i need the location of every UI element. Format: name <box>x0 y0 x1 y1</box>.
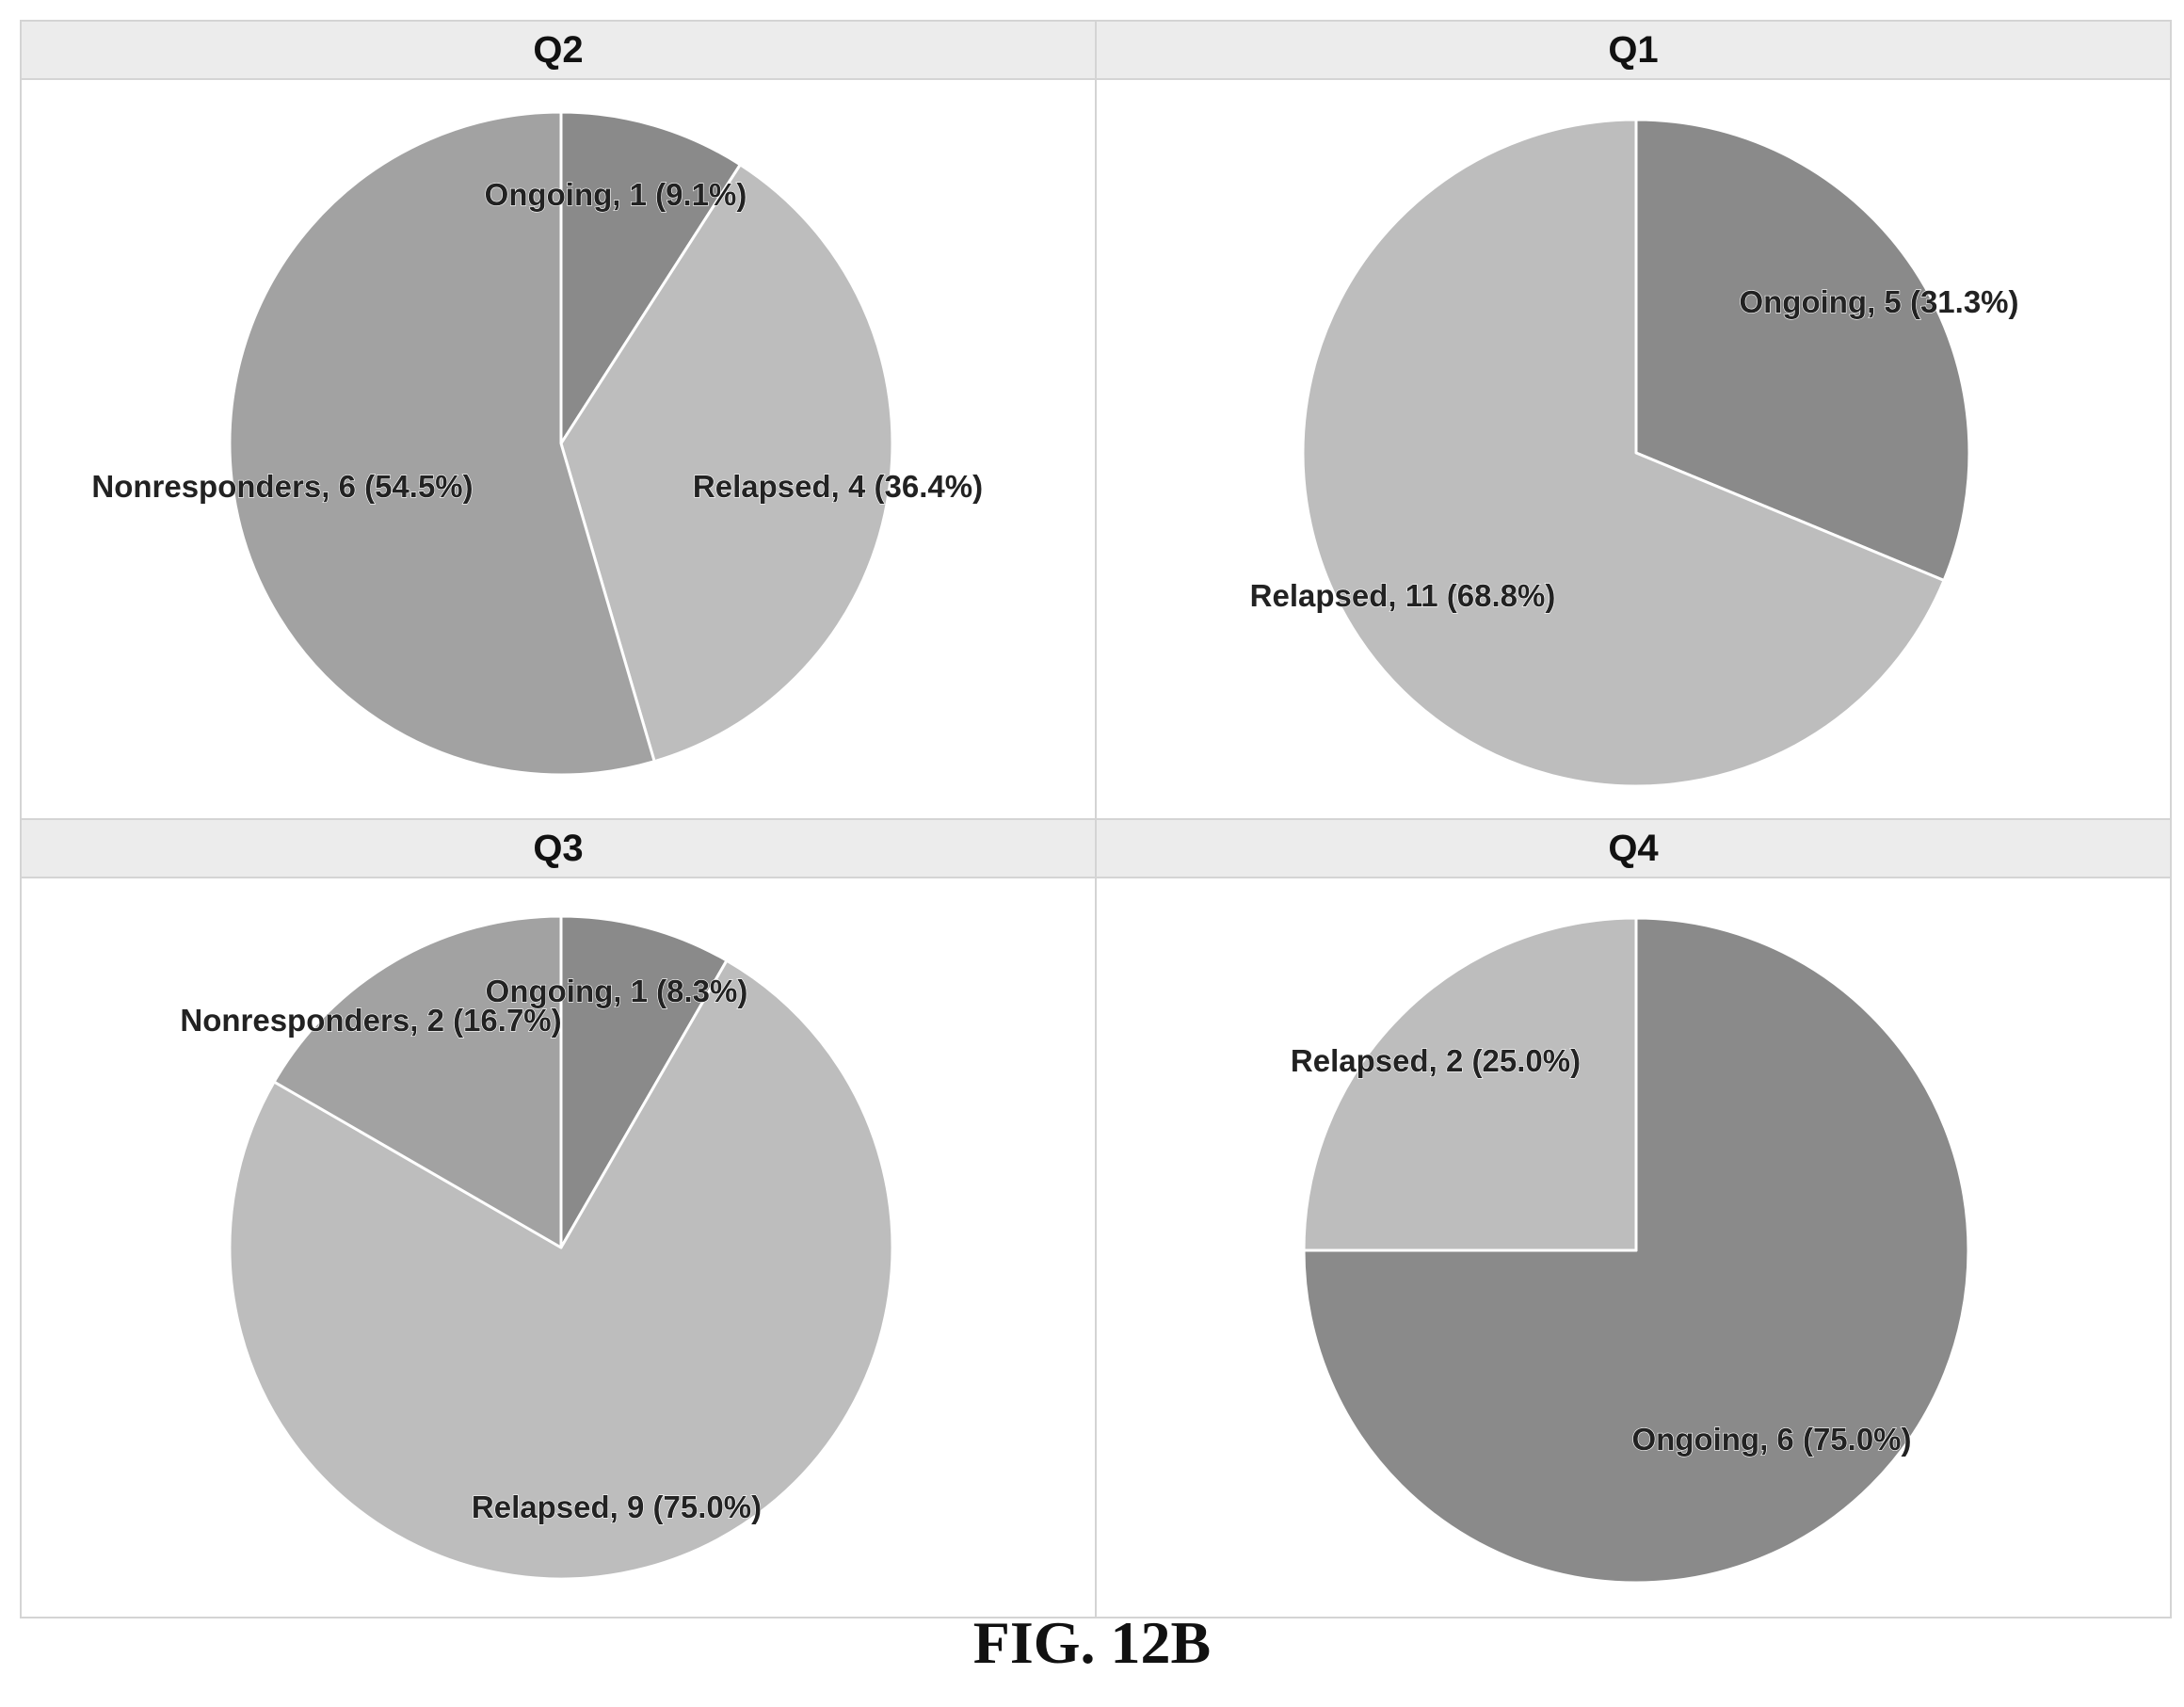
pie-slice-ongoing <box>1634 118 1971 582</box>
pie-chart-q4: Q4 Ongoing, 6 (75.0%) Relapsed, 2 (25.0%) <box>1095 818 2172 1618</box>
pie-slice-relapsed <box>1302 916 1638 1252</box>
chart-title: Q1 <box>1608 29 1658 71</box>
pie-data-label: Ongoing, 1 (9.1%) <box>485 177 747 212</box>
chart-panel-border <box>1095 818 2172 1618</box>
figure-caption: FIG. 12B <box>972 1609 1212 1676</box>
pie-chart-q1: Q1 Ongoing, 5 (31.3%) Relapsed, 11 (68.8%) <box>1095 20 2172 820</box>
pie-data-label: Nonresponders, 6 (54.5%) <box>91 469 473 504</box>
pie-data-label: Relapsed, 11 (68.8%) <box>1250 578 1556 613</box>
pie-data-label: Relapsed, 4 (36.4%) <box>693 469 983 504</box>
pie-data-label: Relapsed, 2 (25.0%) <box>1291 1043 1581 1078</box>
pie-data-label: Nonresponders, 2 (16.7%) <box>180 1003 561 1038</box>
pie-data-label: Relapsed, 9 (75.0%) <box>472 1490 762 1524</box>
pie-slice-nonresponders <box>272 914 563 1249</box>
pie-data-label: Ongoing, 1 (8.3%) <box>486 974 748 1008</box>
pie-slice-relapsed <box>1301 118 1946 788</box>
pie-data-label: Ongoing, 6 (75.0%) <box>1631 1422 1911 1457</box>
pie-slice-nonresponders <box>228 110 656 777</box>
pie-slice-ongoing <box>559 914 729 1249</box>
pie-slice-ongoing <box>1302 916 1970 1585</box>
chart-title: Q3 <box>533 828 583 869</box>
pie-chart-q3: Q3 Ongoing, 1 (8.3%) Relapsed, 9 (75.0%) No… <box>20 818 1097 1618</box>
chart-title: Q2 <box>533 29 583 71</box>
pie-slice-ongoing <box>559 110 742 445</box>
chart-title: Q4 <box>1608 828 1659 869</box>
pie-slice-relapsed <box>559 163 894 764</box>
pie-slice-relapsed <box>228 958 894 1581</box>
pie-data-label: Ongoing, 5 (31.3%) <box>1739 284 2018 319</box>
pie-chart-q2: Q2 Ongoing, 1 (9.1%) Relapsed, 4 (36.4%) No… <box>20 20 1097 820</box>
